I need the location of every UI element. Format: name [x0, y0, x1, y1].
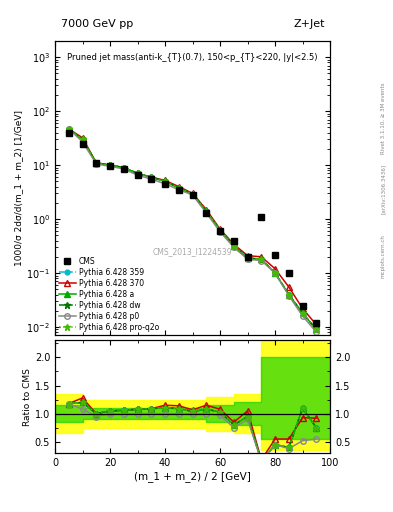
Text: [arXiv:1306.3436]: [arXiv:1306.3436] — [381, 164, 386, 215]
Text: Z+Jet: Z+Jet — [293, 19, 325, 29]
Text: CMS_2013_I1224539: CMS_2013_I1224539 — [153, 247, 232, 256]
Text: Rivet 3.1.10, ≥ 3M events: Rivet 3.1.10, ≥ 3M events — [381, 82, 386, 154]
Y-axis label: 1000/σ 2dσ/d(m_1 + m_2) [1/GeV]: 1000/σ 2dσ/d(m_1 + m_2) [1/GeV] — [15, 110, 24, 266]
X-axis label: (m_1 + m_2) / 2 [GeV]: (m_1 + m_2) / 2 [GeV] — [134, 471, 251, 482]
Y-axis label: Ratio to CMS: Ratio to CMS — [23, 368, 32, 426]
Text: mcplots.cern.ch: mcplots.cern.ch — [381, 234, 386, 278]
Legend: CMS, Pythia 6.428 359, Pythia 6.428 370, Pythia 6.428 a, Pythia 6.428 dw, Pythia: CMS, Pythia 6.428 359, Pythia 6.428 370,… — [59, 257, 159, 332]
Text: Pruned jet mass(anti-k_{T}(0.7), 150<p_{T}<220, |y|<2.5): Pruned jet mass(anti-k_{T}(0.7), 150<p_{… — [67, 53, 318, 62]
Text: 7000 GeV pp: 7000 GeV pp — [61, 19, 133, 29]
